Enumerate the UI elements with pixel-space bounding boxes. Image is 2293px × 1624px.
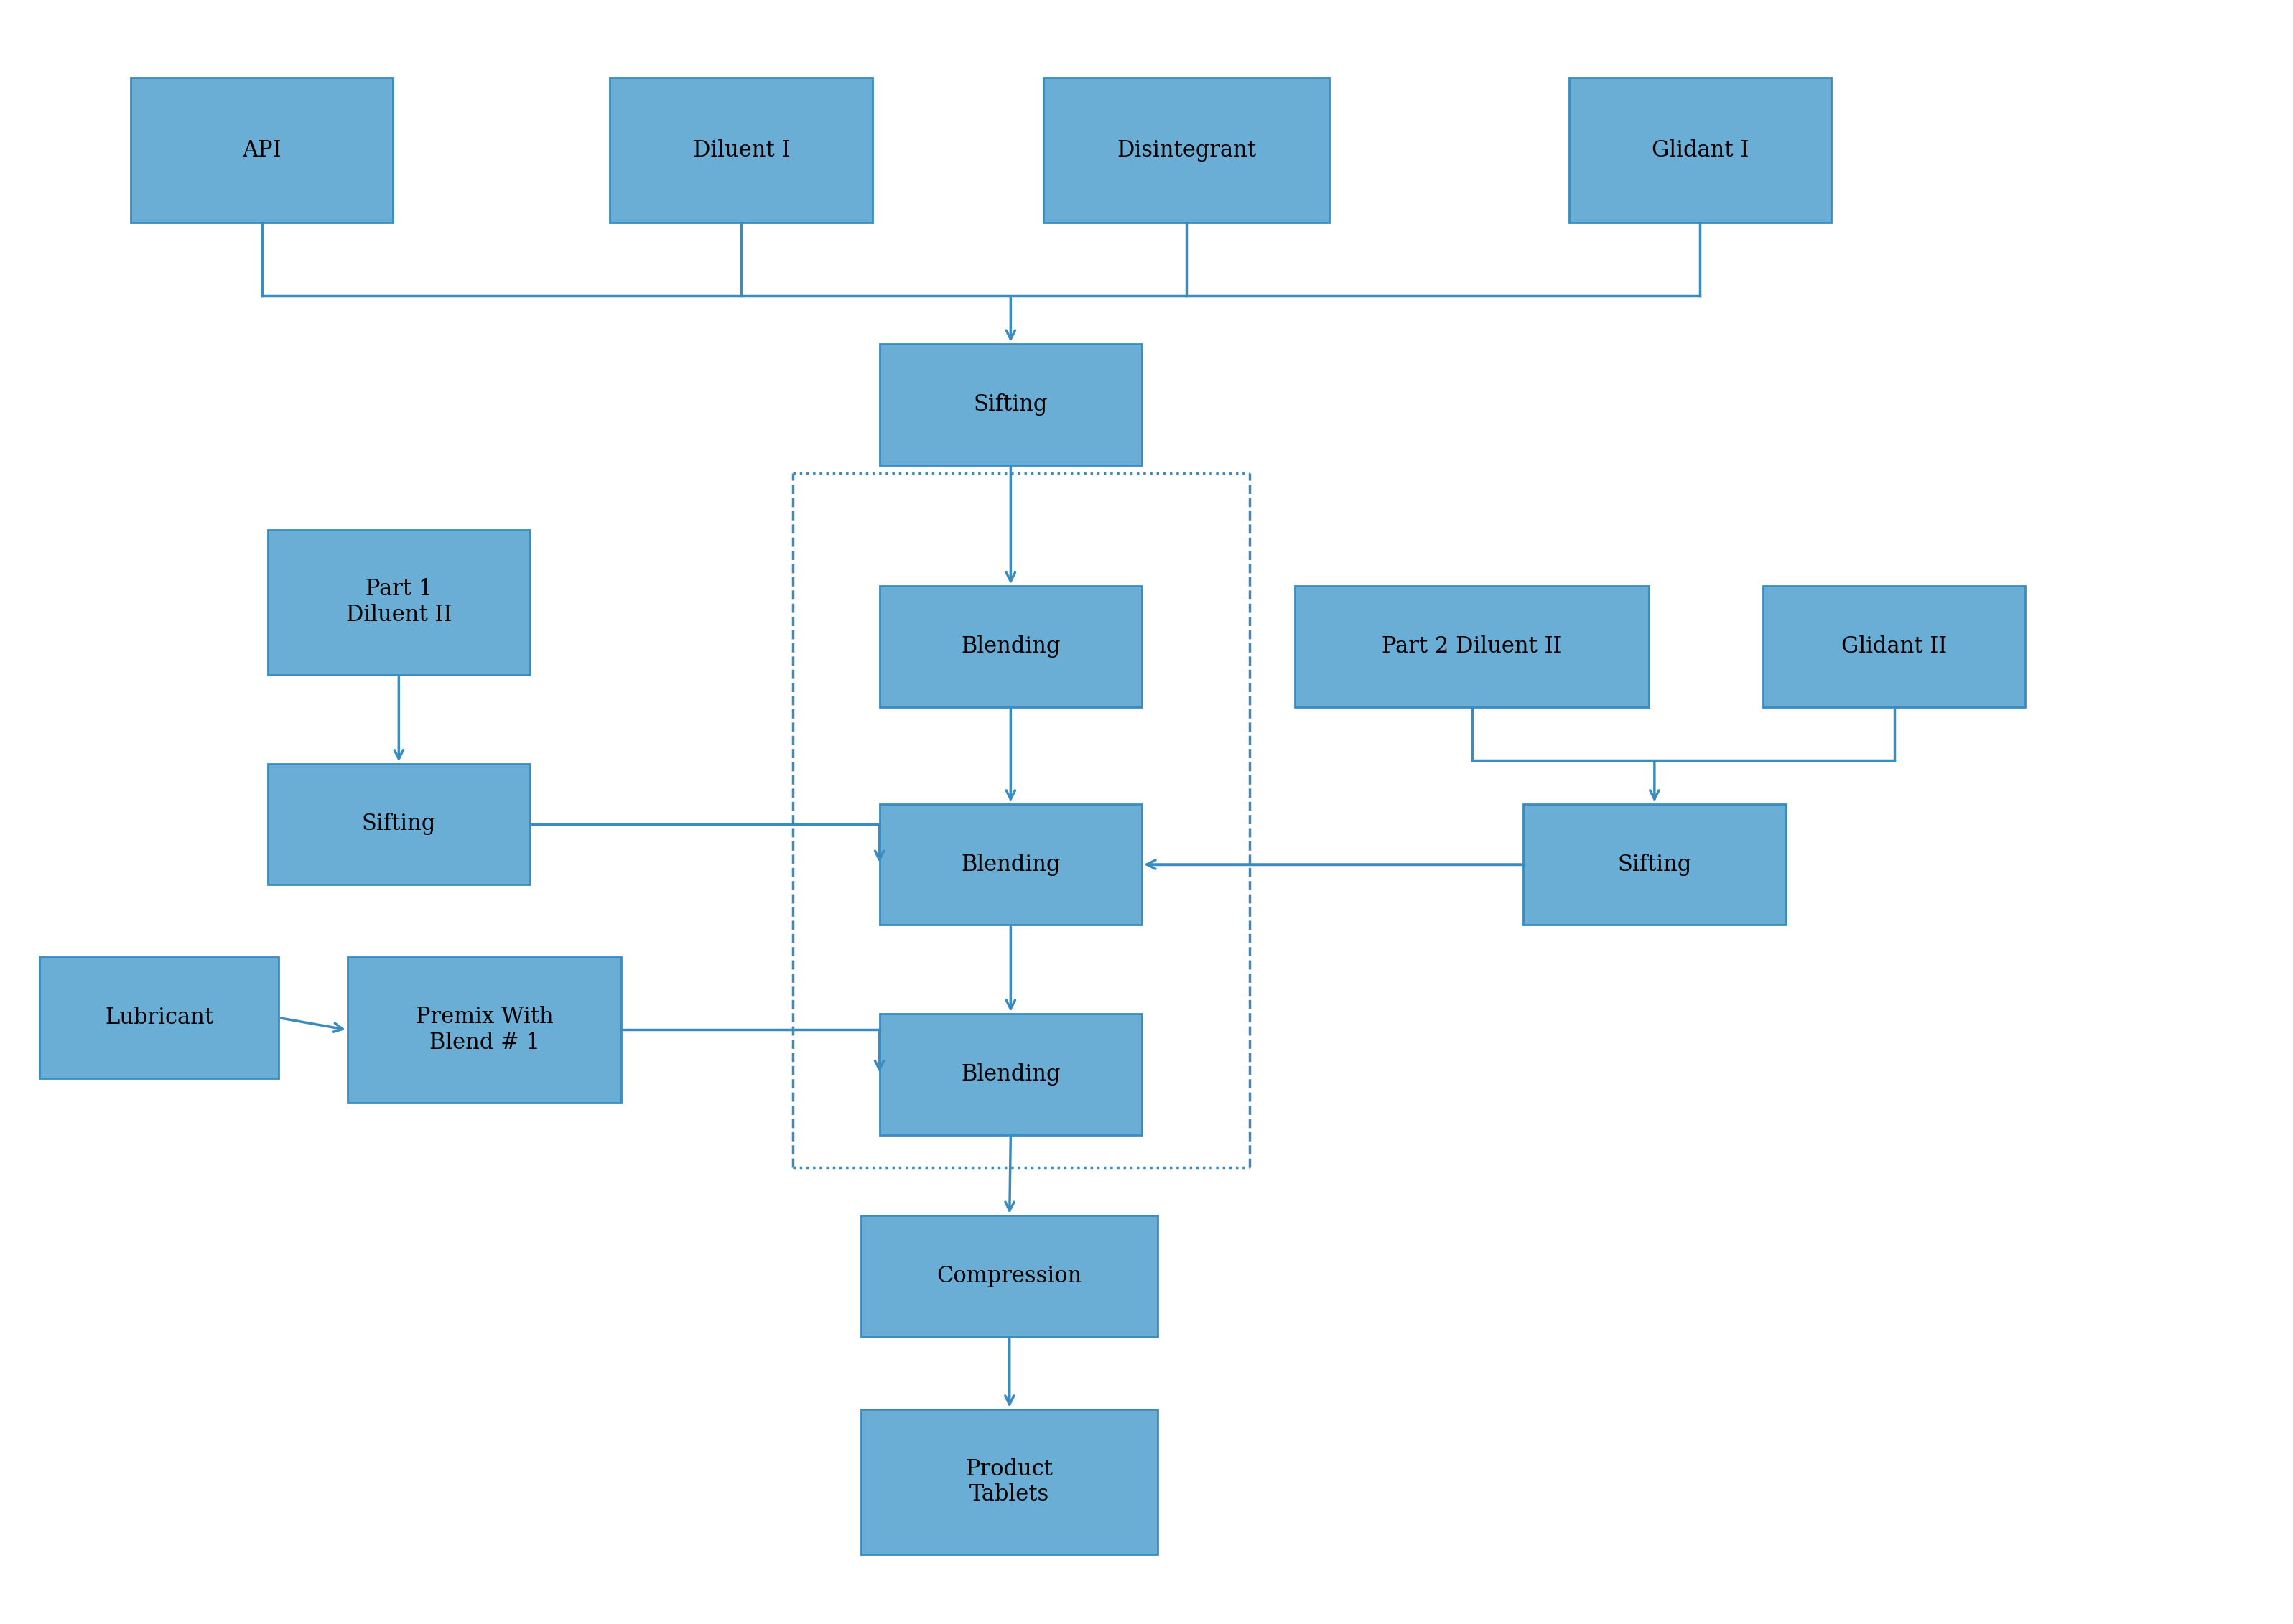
Text: Sifting: Sifting (362, 814, 436, 835)
Text: Premix With
Blend # 1: Premix With Blend # 1 (415, 1005, 553, 1054)
Text: Blending: Blending (961, 1064, 1059, 1085)
FancyBboxPatch shape (1568, 78, 1832, 222)
FancyBboxPatch shape (1296, 586, 1649, 706)
Text: Sifting: Sifting (1617, 853, 1692, 875)
FancyBboxPatch shape (1523, 804, 1786, 926)
FancyBboxPatch shape (1043, 78, 1330, 222)
FancyBboxPatch shape (268, 763, 530, 885)
FancyBboxPatch shape (349, 957, 621, 1103)
Text: Blending: Blending (961, 635, 1059, 658)
Text: Part 1
Diluent II: Part 1 Diluent II (346, 578, 452, 627)
FancyBboxPatch shape (862, 1410, 1158, 1554)
FancyBboxPatch shape (862, 1215, 1158, 1337)
FancyBboxPatch shape (131, 78, 392, 222)
Text: Lubricant: Lubricant (105, 1007, 213, 1030)
Text: Part 2 Diluent II: Part 2 Diluent II (1383, 635, 1562, 658)
FancyBboxPatch shape (610, 78, 874, 222)
Text: Compression: Compression (938, 1265, 1082, 1288)
FancyBboxPatch shape (1763, 586, 2025, 706)
FancyBboxPatch shape (881, 586, 1142, 706)
Text: API: API (243, 140, 282, 161)
Text: Glidant II: Glidant II (1841, 635, 1947, 658)
Text: Glidant I: Glidant I (1651, 140, 1750, 161)
FancyBboxPatch shape (881, 1013, 1142, 1135)
Text: Product
Tablets: Product Tablets (965, 1458, 1052, 1505)
Text: Diluent I: Diluent I (692, 140, 789, 161)
FancyBboxPatch shape (39, 957, 280, 1078)
FancyBboxPatch shape (268, 529, 530, 676)
FancyBboxPatch shape (881, 804, 1142, 926)
Text: Blending: Blending (961, 853, 1059, 875)
FancyBboxPatch shape (881, 344, 1142, 464)
Text: Disintegrant: Disintegrant (1117, 140, 1257, 161)
Text: Sifting: Sifting (975, 393, 1048, 416)
